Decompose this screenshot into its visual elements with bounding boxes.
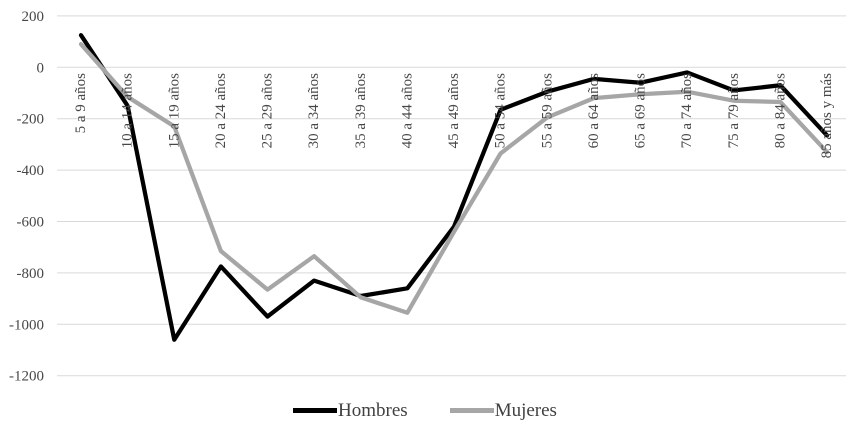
y-tick-label: -600 [17, 215, 45, 231]
chart-legend: Hombres Mujeres [0, 401, 850, 420]
legend-item-mujeres: Mujeres [449, 400, 557, 421]
series-line-mujeres [78, 42, 830, 315]
x-category-label: 15 a 19 años [166, 73, 182, 149]
x-category-label: 20 a 24 años [213, 73, 229, 149]
x-category-label: 40 a 44 años [399, 73, 415, 149]
y-axis-tick-labels: 200 0 -200 -400 -600 -800 -1000 -1200 [9, 9, 44, 385]
x-category-label: 60 a 64 años [586, 73, 602, 149]
x-category-label: 70 a 74 años [679, 73, 695, 149]
x-category-label: 35 a 39 años [353, 73, 369, 149]
legend-label-mujeres: Mujeres [494, 400, 557, 421]
x-category-label: 75 a 79 años [726, 73, 742, 149]
y-gridlines [57, 15, 846, 377]
y-tick-label: -200 [17, 112, 45, 128]
y-tick-label: 0 [37, 60, 45, 76]
x-category-label: 65 a 69 años [633, 73, 649, 149]
x-category-label: 85 años y más [819, 73, 835, 159]
legend-label-hombres: Hombres [338, 400, 408, 421]
x-category-label: 25 a 29 años [260, 73, 276, 149]
x-category-label: 55 a 59 años [539, 73, 555, 149]
y-tick-label: -800 [17, 266, 45, 282]
series-lines [78, 33, 830, 342]
x-category-label: 50 a 54 años [493, 73, 509, 149]
x-category-label: 10 a 14 años [120, 73, 136, 149]
y-tick-label: -400 [17, 163, 45, 179]
x-category-label: 30 a 34 años [306, 73, 322, 149]
series-line-hombres [78, 33, 830, 342]
y-tick-label: -1200 [9, 369, 44, 385]
legend-item-hombres: Hombres [293, 401, 408, 420]
hombres-line-swatch [293, 408, 338, 413]
x-category-label: 80 a 84 años [772, 73, 788, 149]
x-category-label: 5 a 9 años [73, 73, 89, 134]
x-axis-category-labels: 5 a 9 años 10 a 14 años 15 a 19 años 20 a 2… [73, 73, 835, 159]
x-category-label: 45 a 49 años [446, 73, 462, 149]
y-tick-label: 200 [22, 9, 45, 25]
mujeres-line-swatch [449, 408, 494, 413]
y-tick-label: -1000 [9, 317, 44, 333]
